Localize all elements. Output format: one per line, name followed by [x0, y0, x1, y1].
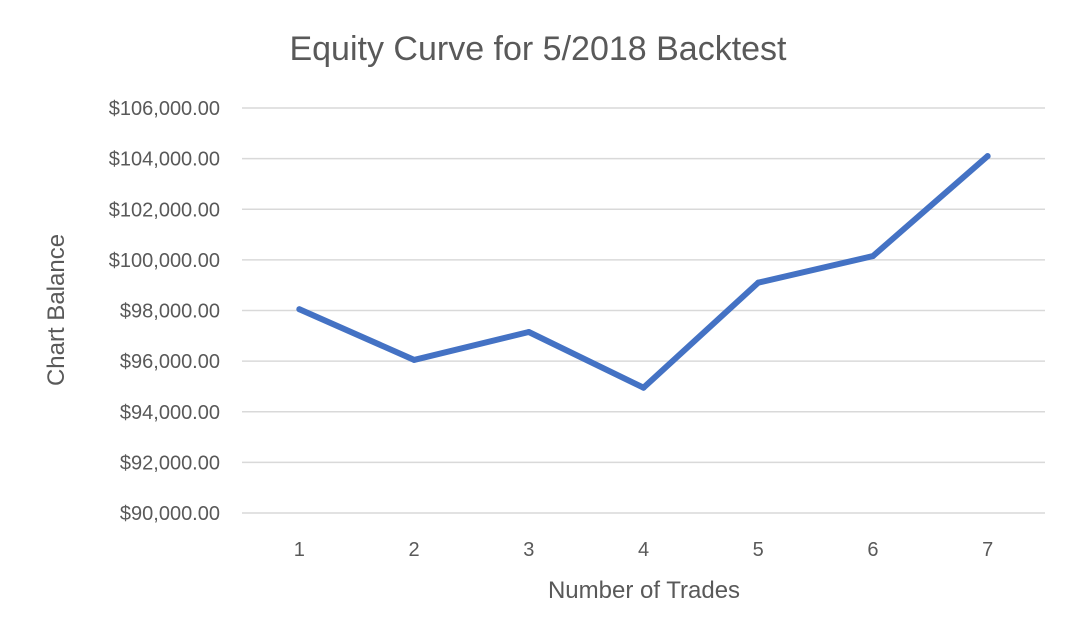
data-point	[296, 306, 303, 313]
data-point	[640, 384, 647, 391]
y-tick-label: $90,000.00	[120, 503, 220, 525]
x-tick-label: 5	[753, 539, 764, 561]
data-point	[525, 329, 532, 336]
y-axis-title: Chart Balance	[43, 234, 70, 386]
x-axis-title: Number of Trades	[548, 577, 740, 604]
y-tick-label: $100,000.00	[109, 250, 220, 272]
y-tick-label: $92,000.00	[120, 452, 220, 474]
x-tick-label: 2	[409, 539, 420, 561]
y-tick-label: $96,000.00	[120, 351, 220, 373]
y-tick-label: $98,000.00	[120, 301, 220, 323]
x-axis-ticks: 1 2 3 4 5 6 7	[294, 539, 993, 561]
x-tick-label: 1	[294, 539, 305, 561]
data-point	[984, 153, 991, 160]
gridlines	[242, 107, 1045, 514]
x-tick-label: 6	[867, 539, 878, 561]
x-tick-label: 7	[982, 539, 993, 561]
x-tick-label: 3	[523, 539, 534, 561]
x-tick-label: 4	[638, 539, 649, 561]
y-tick-label: $106,000.00	[109, 98, 220, 120]
y-tick-label: $104,000.00	[109, 149, 220, 171]
series-line	[296, 153, 991, 391]
data-point	[755, 279, 762, 286]
y-tick-label: $102,000.00	[109, 199, 220, 221]
y-axis-ticks: $90,000.00 $92,000.00 $94,000.00 $96,000.00…	[109, 98, 220, 525]
y-tick-label: $94,000.00	[120, 402, 220, 424]
data-point	[411, 356, 418, 363]
data-point	[869, 253, 876, 260]
series-layer	[296, 153, 991, 391]
chart-title: Equity Curve for 5/2018 Backtest	[289, 30, 787, 68]
